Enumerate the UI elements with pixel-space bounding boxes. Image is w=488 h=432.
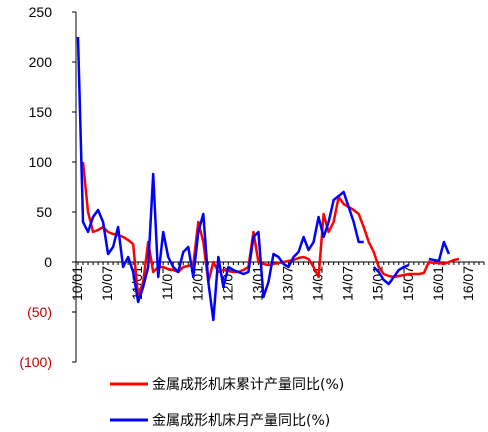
y-tick-label: (100) bbox=[19, 354, 52, 370]
y-tick-label: 250 bbox=[29, 4, 53, 20]
x-tick-label: 12/07 bbox=[219, 266, 235, 301]
y-tick-label: 100 bbox=[29, 154, 53, 170]
x-tick-label: 11/07 bbox=[159, 266, 175, 300]
y-tick-label: (50) bbox=[27, 304, 52, 320]
series-lines bbox=[76, 36, 460, 322]
y-tick-label: 0 bbox=[44, 254, 52, 270]
legend: 金属成形机床累计产量同比(%) 金属成形机床月产量同比(%) bbox=[110, 377, 344, 429]
series-line-2 bbox=[76, 36, 451, 322]
x-axis-tick-labels: 10/01 10/07 11/01 11/07 12/01 12/07 13/01 13/07… bbox=[69, 266, 476, 301]
x-tick-label: 13/07 bbox=[280, 266, 296, 301]
x-tick-label: 10/01 bbox=[69, 266, 85, 301]
x-tick-label: 16/01 bbox=[430, 266, 446, 301]
x-tick-label: 10/07 bbox=[99, 266, 115, 301]
y-axis-tick-labels: 250 200 150 100 50 0 (50) (100) bbox=[19, 4, 52, 370]
y-tick-label: 50 bbox=[36, 204, 52, 220]
y-tick-label: 150 bbox=[29, 104, 53, 120]
axes bbox=[72, 11, 485, 363]
x-tick-label: 14/07 bbox=[340, 266, 356, 301]
legend-label: 金属成形机床月产量同比(%) bbox=[152, 413, 330, 429]
legend-label: 金属成形机床累计产量同比(%) bbox=[152, 377, 344, 393]
x-tick-label: 14/01 bbox=[310, 266, 326, 301]
x-tick-label: 16/07 bbox=[460, 266, 476, 301]
x-tick-label: 15/07 bbox=[400, 266, 416, 301]
y-tick-label: 200 bbox=[29, 54, 53, 70]
